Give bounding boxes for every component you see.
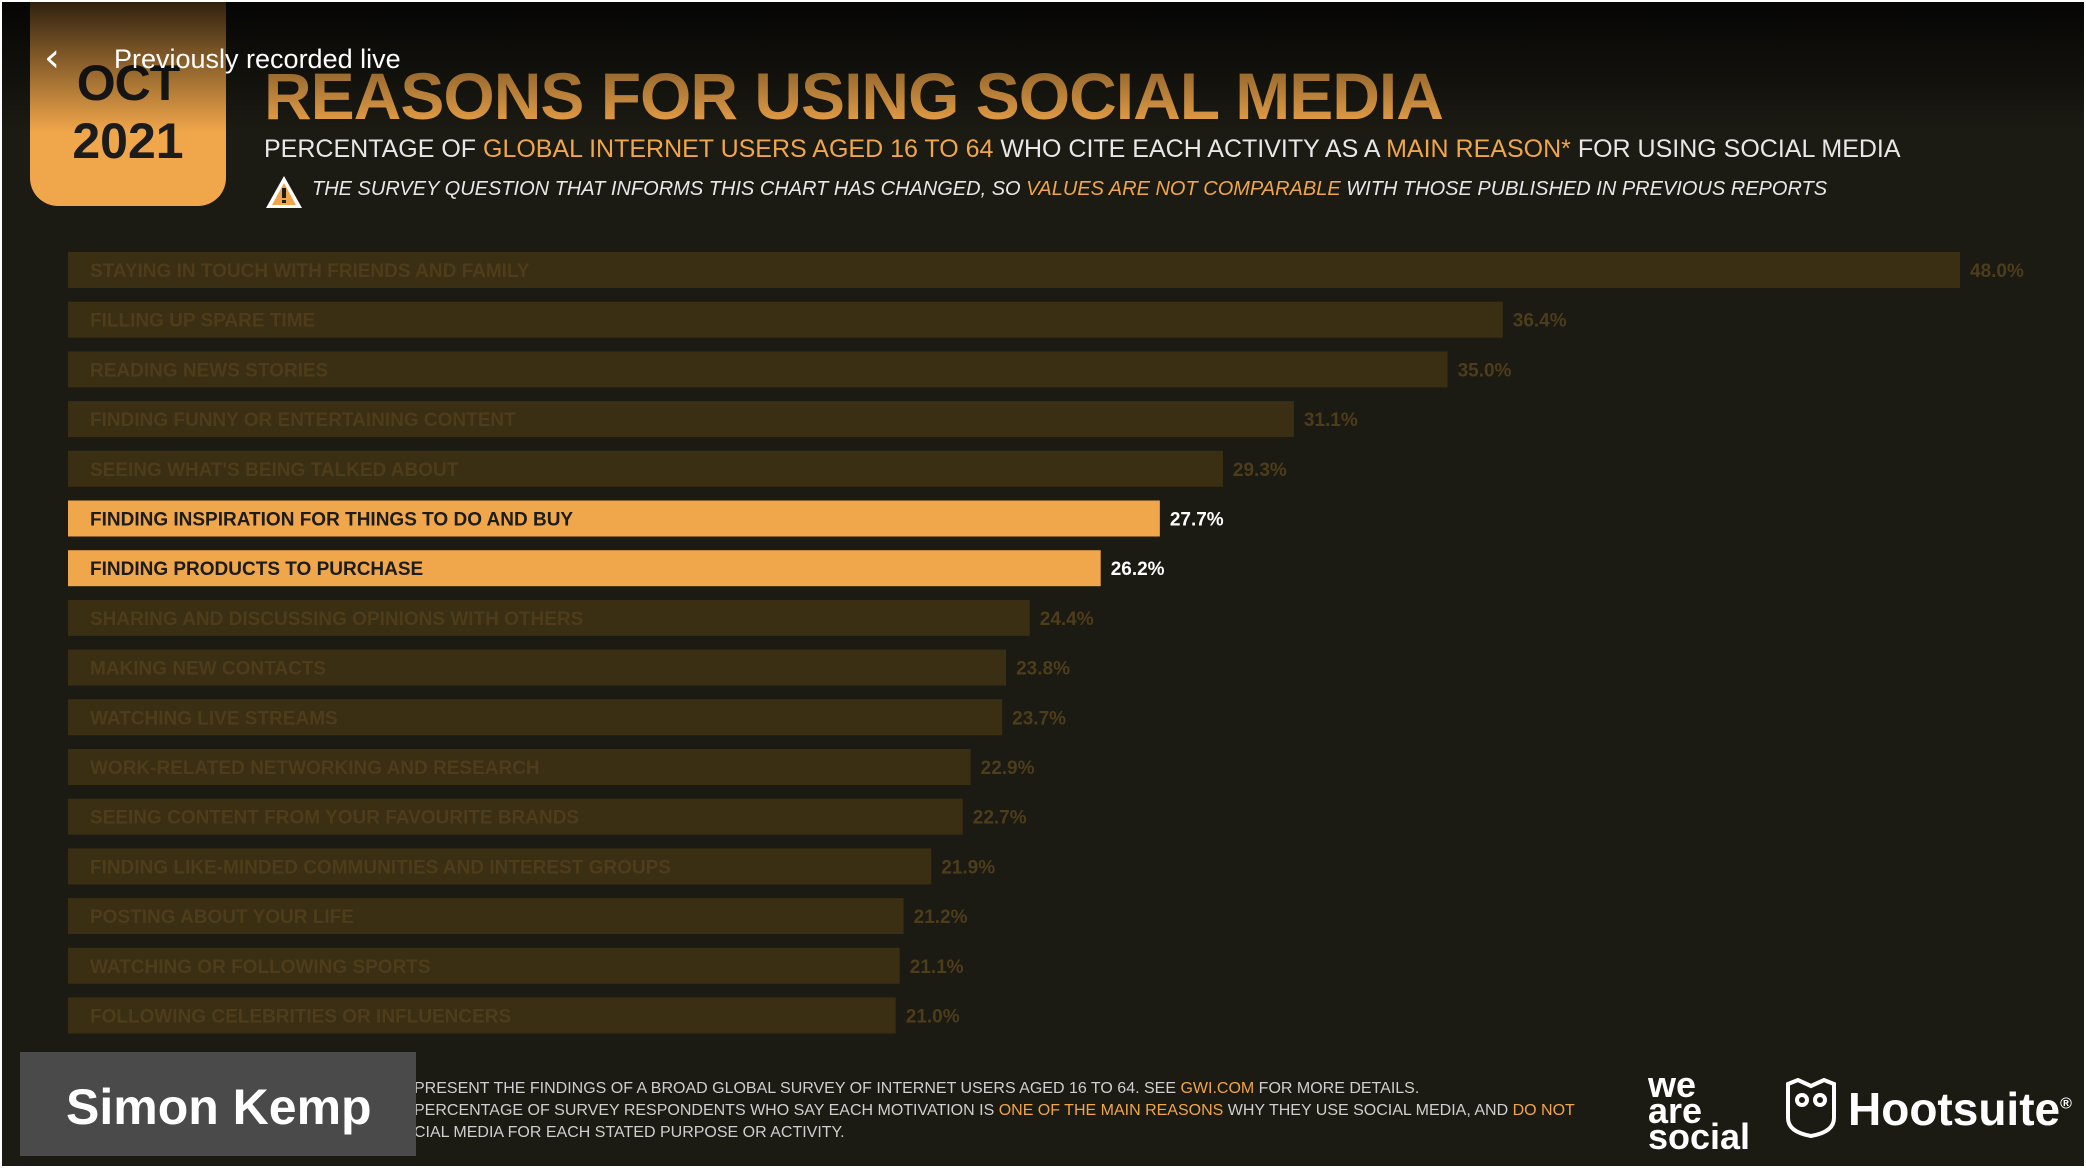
bar (68, 848, 932, 885)
bar-value-label: 29.3% (1233, 460, 1287, 481)
bar-value-label: 26.2% (1111, 559, 1165, 580)
bar (68, 898, 904, 935)
footnote: PRESENT THE FINDINGS OF A BROAD GLOBAL S… (414, 1078, 1604, 1144)
footnote-highlight: ONE OF THE MAIN REASONS (998, 1102, 1224, 1119)
bar (68, 599, 1030, 636)
bar-category-label: MAKING NEW CONTACTS (90, 659, 326, 680)
bar (68, 351, 1448, 388)
bar-category-label: WATCHING LIVE STREAMS (90, 708, 338, 729)
bar (68, 500, 1160, 537)
bar-value-label: 22.9% (981, 758, 1035, 779)
warning-text-part: THE SURVEY QUESTION THAT INFORMS THIS CH… (312, 178, 1027, 200)
bar (68, 997, 896, 1034)
bar (68, 798, 963, 835)
bar-category-label: POSTING ABOUT YOUR LIFE (90, 907, 354, 928)
presenter-name: Simon Kemp (66, 1079, 372, 1135)
bar-category-label: FINDING FUNNY OR ENTERTAINING CONTENT (90, 410, 516, 431)
date-month: OCT (76, 55, 181, 111)
bar-value-label: 22.7% (973, 808, 1027, 829)
bar (68, 252, 1960, 288)
presenter-name-tag: Simon Kemp (20, 1052, 416, 1156)
bar-category-label: FINDING PRODUCTS TO PURCHASE (90, 559, 423, 580)
bar-value-label: 24.4% (1040, 609, 1094, 630)
slide-title: REASONS FOR USING SOCIAL MEDIA (264, 59, 1444, 133)
chevron-left-icon[interactable]: ‹ (44, 35, 60, 81)
date-year: 2021 (72, 113, 184, 169)
bar-value-label: 21.0% (906, 1007, 960, 1028)
bar (68, 550, 1101, 587)
we-are-social-logo: we are social (1648, 1064, 1768, 1157)
warning-icon (266, 176, 302, 208)
footnote-line: CIAL MEDIA FOR EACH STATED PURPOSE OR AC… (414, 1124, 845, 1141)
footnote-text: WHY THEY USE SOCIAL MEDIA, AND (1223, 1102, 1513, 1119)
footnote-link: GWI.COM (1180, 1080, 1255, 1097)
bar-category-label: WORK-RELATED NETWORKING AND RESEARCH (90, 758, 540, 779)
subtitle-text: PERCENTAGE OF (264, 135, 484, 163)
bar-value-label: 21.2% (914, 907, 968, 928)
subtitle-text: FOR USING SOCIAL MEDIA (1570, 135, 1901, 163)
bar-value-label: 36.4% (1513, 311, 1567, 332)
bar (68, 947, 900, 984)
logo-word: social (1648, 1116, 1751, 1157)
logo-word: are (1648, 1090, 1703, 1131)
bar-value-label: 23.8% (1016, 659, 1070, 680)
subtitle-highlight: GLOBAL INTERNET USERS AGED 16 TO 64 (483, 135, 994, 163)
bar-value-label: 21.1% (910, 957, 964, 978)
bar-value-label: 27.7% (1170, 510, 1224, 531)
bar-category-label: STAYING IN TOUCH WITH FRIENDS AND FAMILY (90, 261, 530, 282)
bar-value-label: 31.1% (1304, 410, 1358, 431)
hootsuite-wordmark: Hootsuite® (1848, 1082, 2072, 1136)
footnote-text: PRESENT THE FINDINGS OF A BROAD GLOBAL S… (414, 1080, 1181, 1097)
bar (68, 401, 1294, 438)
bar-category-label: FINDING LIKE-MINDED COMMUNITIES AND INTE… (90, 857, 671, 878)
bar-category-label: SHARING AND DISCUSSING OPINIONS WITH OTH… (90, 609, 583, 630)
registered-mark: ® (2060, 1095, 2072, 1113)
hootsuite-logo: Hootsuite® (1784, 1072, 2074, 1142)
bar-category-label: SEEING CONTENT FROM YOUR FAVOURITE BRAND… (90, 808, 579, 829)
warning-text-part: WITH THOSE PUBLISHED IN PREVIOUS REPORTS (1340, 178, 1828, 200)
warning-highlight: VALUES ARE NOT COMPARABLE (1026, 178, 1341, 200)
bar (68, 699, 1003, 736)
footnote-highlight: DO NOT (1512, 1102, 1575, 1119)
warning-text: THE SURVEY QUESTION THAT INFORMS THIS CH… (312, 178, 1827, 201)
footnote-text: PERCENTAGE OF SURVEY RESPONDENTS WHO SAY… (414, 1102, 999, 1119)
subtitle-highlight: MAIN REASON* (1386, 135, 1571, 163)
footnote-line: PRESENT THE FINDINGS OF A BROAD GLOBAL S… (414, 1078, 1604, 1100)
bar-category-label: WATCHING OR FOLLOWING SPORTS (90, 957, 431, 978)
hootsuite-name: Hootsuite (1848, 1083, 2061, 1135)
footnote-line: PERCENTAGE OF SURVEY RESPONDENTS WHO SAY… (414, 1100, 1604, 1122)
bar-category-label: FILLING UP SPARE TIME (90, 311, 315, 332)
bar-chart: STAYING IN TOUCH WITH FRIENDS AND FAMILY… (68, 252, 2024, 1034)
subtitle-text: WHO CITE EACH ACTIVITY AS A (993, 135, 1387, 163)
bar (68, 301, 1503, 338)
bar (68, 749, 971, 785)
bar (68, 450, 1223, 487)
footnote-text: FOR MORE DETAILS. (1254, 1080, 1420, 1097)
live-status-label: Previously recorded live (114, 44, 401, 74)
bar-value-label: 21.9% (941, 857, 995, 878)
bar-value-label: 23.7% (1012, 708, 1066, 729)
slide-subtitle: PERCENTAGE OF GLOBAL INTERNET USERS AGED… (264, 135, 1901, 164)
bar-category-label: FOLLOWING CELEBRITIES OR INFLUENCERS (90, 1007, 511, 1028)
bar (68, 649, 1007, 686)
owl-icon (1786, 1078, 1836, 1138)
bar-value-label: 35.0% (1458, 360, 1512, 381)
bar-value-label: 48.0% (1970, 261, 2024, 282)
logo-word: we (1648, 1064, 1697, 1105)
bar-category-label: SEEING WHAT'S BEING TALKED ABOUT (90, 460, 459, 481)
bar-category-label: READING NEWS STORIES (90, 360, 328, 381)
bar-category-label: FINDING INSPIRATION FOR THINGS TO DO AND… (90, 510, 573, 531)
date-badge: OCT 2021 (30, 2, 226, 206)
